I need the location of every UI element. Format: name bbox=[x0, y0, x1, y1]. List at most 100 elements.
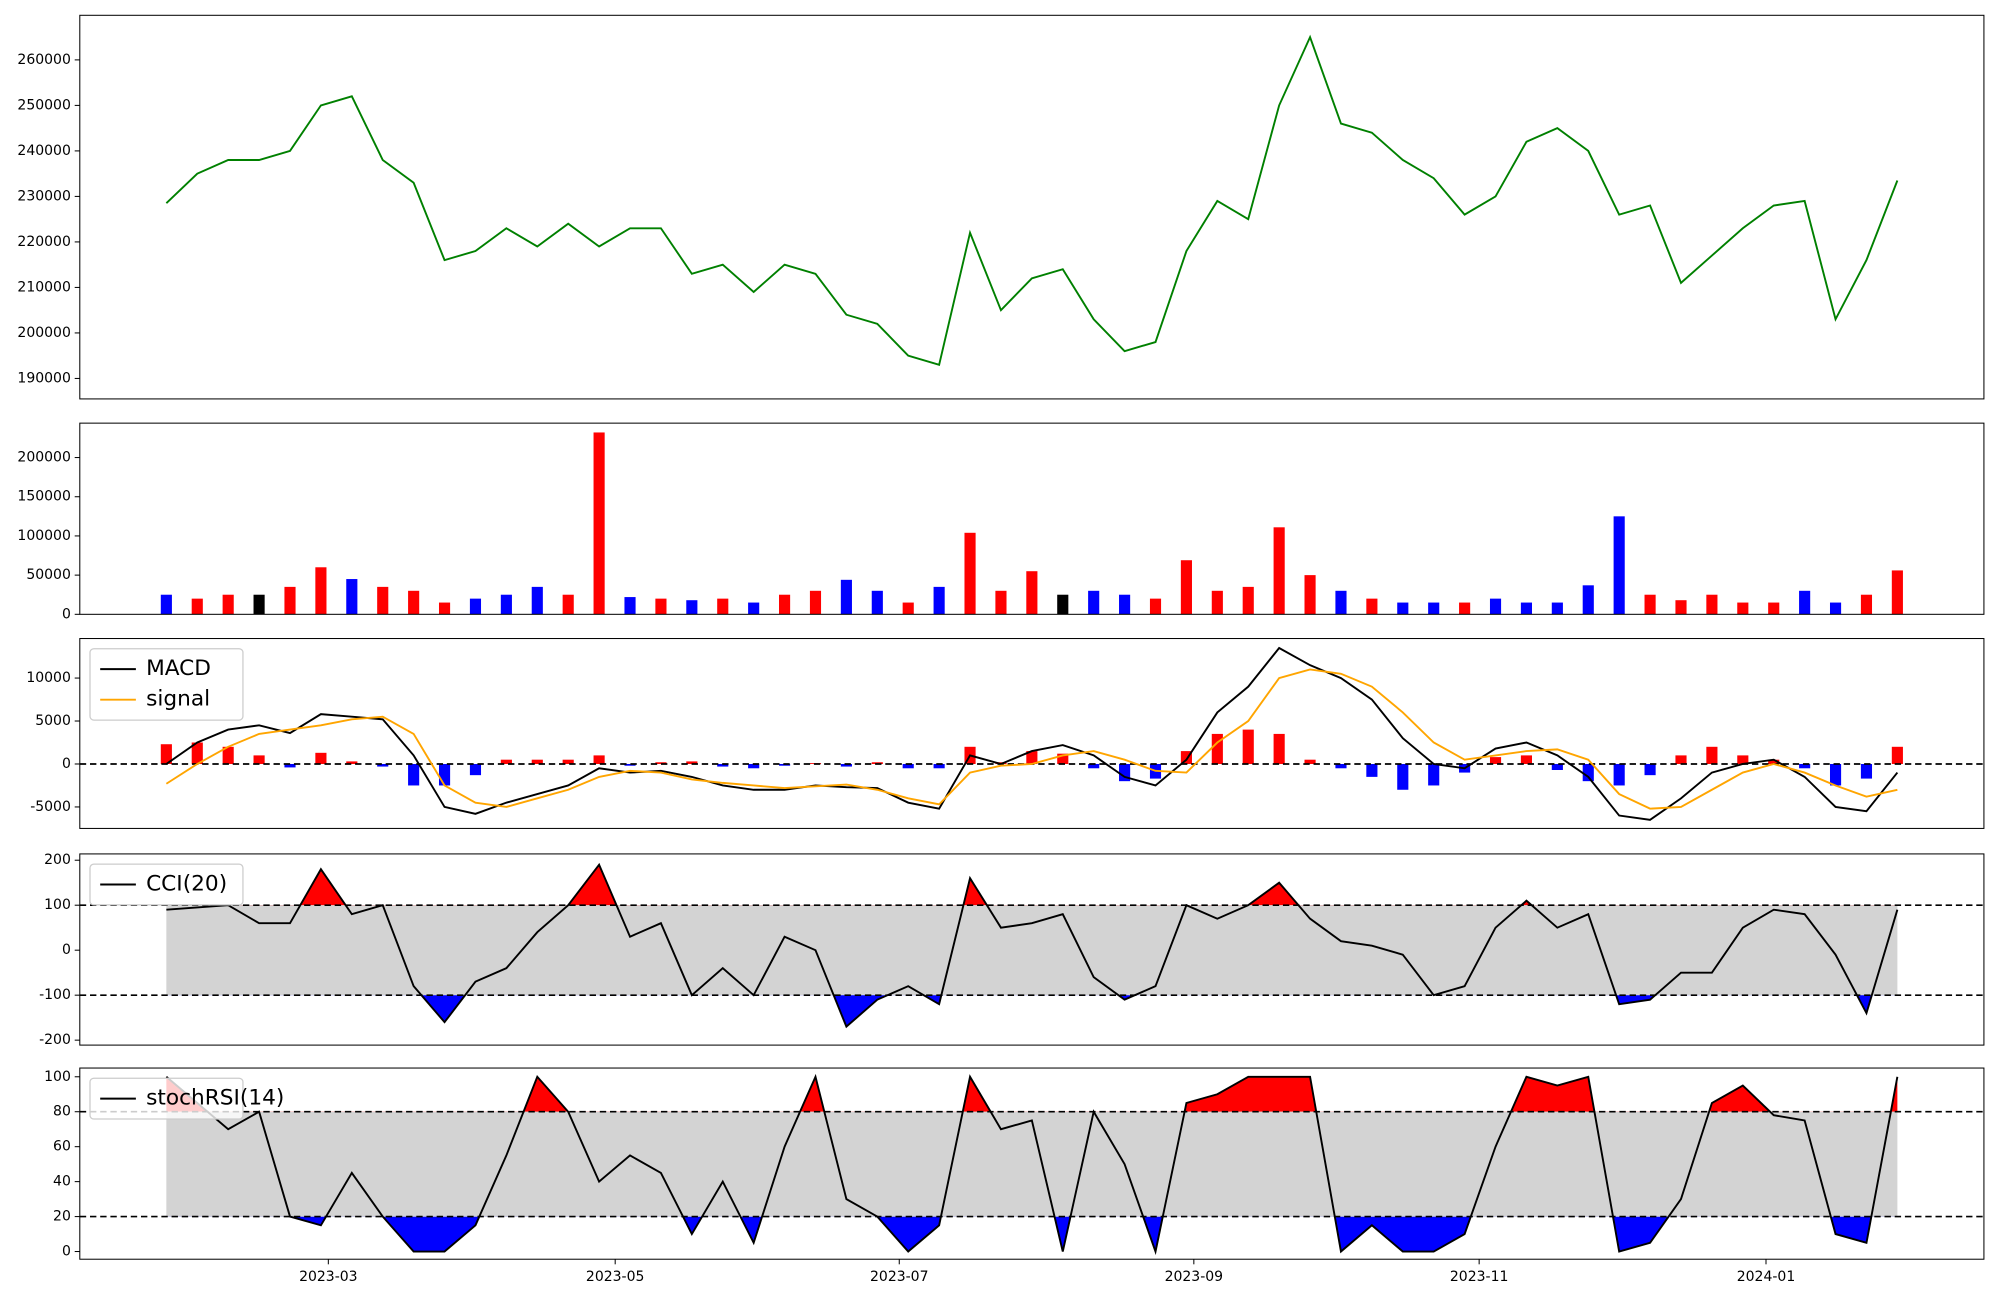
volume-bar bbox=[1768, 602, 1780, 615]
panel-frame bbox=[79, 422, 1985, 615]
volume-bar bbox=[1242, 586, 1254, 615]
histogram-bar bbox=[1335, 763, 1347, 769]
histogram-bar bbox=[1675, 755, 1687, 764]
volume-bar bbox=[1459, 602, 1471, 615]
plot-area bbox=[160, 432, 1903, 615]
volume-bar bbox=[1026, 571, 1038, 615]
y-tick-label: 60 bbox=[53, 1139, 71, 1155]
histogram-bar bbox=[1520, 755, 1533, 764]
histogram-bar bbox=[655, 762, 667, 764]
histogram-bar bbox=[840, 763, 852, 767]
volume-bar bbox=[686, 600, 698, 615]
volume-bar bbox=[1829, 602, 1842, 615]
y-tick-label: 100 bbox=[44, 1069, 71, 1085]
legend-box bbox=[89, 648, 244, 721]
y-tick-label: 200000 bbox=[17, 325, 70, 341]
volume-bar bbox=[191, 598, 203, 615]
volume-bar bbox=[1397, 602, 1409, 615]
x-tick-label: 2023-07 bbox=[870, 1269, 929, 1285]
histogram-bar bbox=[1737, 755, 1749, 764]
histogram-bar bbox=[1551, 763, 1563, 770]
volume-bar bbox=[1582, 585, 1594, 615]
histogram-bar bbox=[222, 746, 234, 764]
panel-frame bbox=[79, 853, 1985, 1046]
histogram-bar bbox=[562, 759, 574, 764]
histogram-bar bbox=[686, 761, 698, 764]
y-tick-label: 0 bbox=[62, 942, 71, 958]
legend-label: signal bbox=[146, 687, 210, 712]
volume-bar bbox=[624, 597, 636, 615]
volume-bar bbox=[809, 590, 822, 615]
histogram-bar bbox=[377, 763, 389, 767]
y-tick-label: 260000 bbox=[17, 52, 70, 68]
volume-bar bbox=[346, 579, 358, 615]
volume-bar bbox=[1891, 570, 1903, 615]
volume-bar bbox=[1088, 590, 1100, 615]
histogram-bar bbox=[315, 752, 327, 764]
volume-bar bbox=[1489, 598, 1502, 615]
volume-bar bbox=[1737, 602, 1749, 615]
volume-bar bbox=[1644, 594, 1656, 615]
plot-area bbox=[79, 1073, 1984, 1256]
series-line bbox=[165, 668, 1898, 810]
volume-bar bbox=[315, 567, 327, 615]
histogram-bar bbox=[160, 744, 172, 764]
band-upper-fill bbox=[166, 864, 1898, 906]
volume-bar bbox=[1799, 590, 1811, 615]
y-tick-label: 250000 bbox=[17, 97, 70, 113]
histogram-bar bbox=[1366, 763, 1378, 777]
band-fill bbox=[166, 905, 1898, 996]
histogram-bar bbox=[191, 742, 203, 764]
panel-frame bbox=[79, 638, 1985, 829]
y-tick-label: 150000 bbox=[17, 489, 70, 505]
histogram-bar bbox=[1273, 733, 1285, 764]
volume-bar bbox=[377, 586, 389, 615]
volume-bar bbox=[995, 590, 1007, 615]
volume-bar bbox=[1366, 598, 1378, 615]
series-line bbox=[166, 862, 1899, 1029]
volume-bar bbox=[253, 594, 265, 615]
volume-bar bbox=[1428, 602, 1440, 615]
histogram-bar bbox=[408, 763, 420, 786]
x-tick-label: 2023-09 bbox=[1165, 1269, 1224, 1285]
volume-bar bbox=[1706, 594, 1718, 615]
volume-bar bbox=[1335, 590, 1347, 615]
histogram-bar bbox=[1706, 746, 1718, 764]
histogram-bar bbox=[1613, 763, 1625, 786]
volume-bar bbox=[655, 598, 667, 615]
volume-bar bbox=[933, 586, 945, 615]
volume-bar bbox=[1860, 594, 1873, 615]
volume-bar bbox=[902, 602, 914, 615]
volume-bar bbox=[222, 594, 234, 615]
y-tick-label: 190000 bbox=[17, 370, 70, 386]
volume-bar bbox=[717, 598, 729, 615]
legend-label: CCI(20) bbox=[146, 872, 227, 897]
legend-label: stochRSI(14) bbox=[146, 1086, 284, 1111]
volume-bar bbox=[531, 586, 543, 615]
y-tick-label: 0 bbox=[62, 756, 71, 772]
histogram-bar bbox=[469, 763, 482, 776]
y-tick-label: 230000 bbox=[17, 188, 70, 204]
volume-bar bbox=[408, 590, 420, 615]
histogram-bar bbox=[593, 755, 605, 764]
histogram-bar bbox=[1829, 763, 1842, 786]
y-tick-label: 100000 bbox=[17, 528, 70, 544]
histogram-bar bbox=[1768, 759, 1780, 764]
volume-bar bbox=[1613, 516, 1625, 615]
histogram-bar bbox=[1304, 759, 1316, 764]
histogram-bar bbox=[717, 763, 729, 767]
histogram-bar bbox=[1428, 763, 1440, 786]
legend-box bbox=[89, 1077, 244, 1120]
histogram-bar bbox=[438, 763, 451, 786]
histogram-bar bbox=[346, 761, 358, 764]
histogram-bar bbox=[1397, 763, 1409, 790]
histogram-bar bbox=[902, 763, 914, 769]
y-tick-label: 50000 bbox=[26, 567, 71, 583]
volume-bar bbox=[469, 598, 482, 615]
x-tick-label: 2023-03 bbox=[299, 1269, 358, 1285]
volume-bar bbox=[1304, 575, 1316, 615]
y-tick-label: 5000 bbox=[35, 713, 71, 729]
volume-bar bbox=[1675, 600, 1687, 615]
plot-area bbox=[79, 862, 1984, 1029]
